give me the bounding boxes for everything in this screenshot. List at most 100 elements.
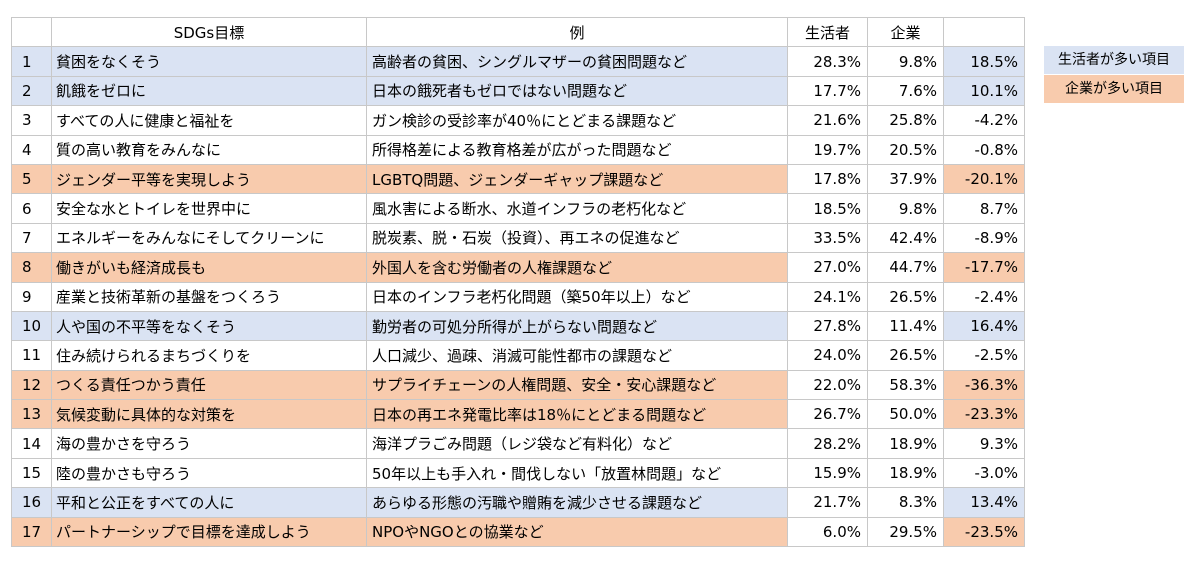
diff-cell: 13.4% xyxy=(943,487,1025,518)
example-cell: 50年以上も手入れ・間伐しない「放置林問題」など xyxy=(366,457,788,489)
example-cell: 脱炭素、脱・石炭（投資）、再エネの促進など xyxy=(366,222,788,254)
example-cell: 風水害による断水、水道インフラの老朽化など xyxy=(366,193,788,224)
consumer-cell: 17.8% xyxy=(787,163,868,195)
example-cell: 日本のインフラ老朽化問題（築50年以上）など xyxy=(366,281,788,312)
header-consumer: 生活者 xyxy=(787,16,868,48)
company-cell: 18.9% xyxy=(867,428,944,459)
consumer-cell: 28.3% xyxy=(787,46,868,77)
example-cell: 日本の餓死者もゼロではない問題など xyxy=(366,75,788,107)
row-number: 13 xyxy=(11,399,52,430)
goal-cell: 働きがいも経済成長も xyxy=(51,252,367,283)
table-row: 11 住み続けられるまちづくりを 人口減少、過疎、消滅可能性都市の課題など 24.0%… xyxy=(11,340,1025,371)
diff-cell: -23.5% xyxy=(943,516,1025,548)
example-cell: サプライチェーンの人権問題、安全・安心課題など xyxy=(366,369,788,401)
diff-cell: -4.2% xyxy=(943,105,1025,136)
table-row: 12 つくる責任つかう責任 サプライチェーンの人権問題、安全・安心課題など 22.0%… xyxy=(11,369,1025,401)
diff-cell: -23.3% xyxy=(943,399,1025,430)
consumer-cell: 33.5% xyxy=(787,222,868,254)
goal-cell: すべての人に健康と福祉を xyxy=(51,105,367,136)
row-number: 3 xyxy=(11,105,52,136)
row-number: 14 xyxy=(11,428,52,459)
row-number: 6 xyxy=(11,193,52,224)
row-number: 2 xyxy=(11,75,52,107)
table-row: 9 産業と技術革新の基盤をつくろう 日本のインフラ老朽化問題（築50年以上）など 24… xyxy=(11,281,1025,312)
table-row: 13 気候変動に具体的な対策を 日本の再エネ発電比率は18％にとどまる問題など 26.… xyxy=(11,399,1025,430)
table-row: 8 働きがいも経済成長も 外国人を含む労働者の人権課題など 27.0% 44.7% -17… xyxy=(11,252,1025,283)
goal-cell: 安全な水とトイレを世界中に xyxy=(51,193,367,224)
diff-cell: -2.4% xyxy=(943,281,1025,312)
company-cell: 42.4% xyxy=(867,222,944,254)
row-number: 12 xyxy=(11,369,52,401)
consumer-cell: 6.0% xyxy=(787,516,868,548)
legend-company-more: 企業が多い項目 xyxy=(1044,75,1184,103)
header-example: 例 xyxy=(366,16,788,48)
row-number: 10 xyxy=(11,310,52,342)
diff-cell: -17.7% xyxy=(943,252,1025,283)
diff-cell: -0.8% xyxy=(943,134,1025,165)
row-number: 15 xyxy=(11,457,52,489)
table-row: 10 人や国の不平等をなくそう 勤労者の可処分所得が上がらない問題など 27.8% 11… xyxy=(11,310,1025,342)
company-cell: 25.8% xyxy=(867,105,944,136)
header-diff xyxy=(943,16,1025,48)
goal-cell: 人や国の不平等をなくそう xyxy=(51,310,367,342)
goal-cell: 気候変動に具体的な対策を xyxy=(51,399,367,430)
company-cell: 11.4% xyxy=(867,310,944,342)
goal-cell: 住み続けられるまちづくりを xyxy=(51,340,367,371)
diff-cell: 16.4% xyxy=(943,310,1025,342)
example-cell: 人口減少、過疎、消滅可能性都市の課題など xyxy=(366,340,788,371)
header-row: SDGs目標 例 生活者 企業 xyxy=(11,16,1025,48)
example-cell: NPOやNGOとの協業など xyxy=(366,516,788,548)
table-row: 14 海の豊かさを守ろう 海洋プラごみ問題（レジ袋など有料化）など 28.2% 18.9… xyxy=(11,428,1025,459)
consumer-cell: 27.0% xyxy=(787,252,868,283)
diff-cell: -2.5% xyxy=(943,340,1025,371)
consumer-cell: 26.7% xyxy=(787,399,868,430)
example-cell: 海洋プラごみ問題（レジ袋など有料化）など xyxy=(366,428,788,459)
sdgs-table: SDGs目標 例 生活者 企業 1 貧困をなくそう 高齢者の貧困、シングルマザーの貧… xyxy=(11,16,1025,548)
table-body: 1 貧困をなくそう 高齢者の貧困、シングルマザーの貧困問題など 28.3% 9.8% 18… xyxy=(11,46,1025,548)
row-number: 5 xyxy=(11,163,52,195)
goal-cell: 産業と技術革新の基盤をつくろう xyxy=(51,281,367,312)
company-cell: 58.3% xyxy=(867,369,944,401)
row-number: 1 xyxy=(11,46,52,77)
example-cell: LGBTQ問題、ジェンダーギャップ課題など xyxy=(366,163,788,195)
company-cell: 50.0% xyxy=(867,399,944,430)
goal-cell: ジェンダー平等を実現しよう xyxy=(51,163,367,195)
table-row: 7 エネルギーをみんなにそしてクリーンに 脱炭素、脱・石炭（投資）、再エネの促進など… xyxy=(11,222,1025,254)
company-cell: 26.5% xyxy=(867,340,944,371)
consumer-cell: 22.0% xyxy=(787,369,868,401)
company-cell: 37.9% xyxy=(867,163,944,195)
example-cell: 外国人を含む労働者の人権課題など xyxy=(366,252,788,283)
goal-cell: つくる責任つかう責任 xyxy=(51,369,367,401)
example-cell: ガン検診の受診率が40％にとどまる課題など xyxy=(366,105,788,136)
goal-cell: 貧困をなくそう xyxy=(51,46,367,77)
consumer-cell: 18.5% xyxy=(787,193,868,224)
consumer-cell: 21.7% xyxy=(787,487,868,518)
diff-cell: 18.5% xyxy=(943,46,1025,77)
row-number: 11 xyxy=(11,340,52,371)
row-number: 4 xyxy=(11,134,52,165)
consumer-cell: 27.8% xyxy=(787,310,868,342)
table-row: 1 貧困をなくそう 高齢者の貧困、シングルマザーの貧困問題など 28.3% 9.8% 18… xyxy=(11,46,1025,77)
company-cell: 26.5% xyxy=(867,281,944,312)
company-cell: 44.7% xyxy=(867,252,944,283)
goal-cell: 平和と公正をすべての人に xyxy=(51,487,367,518)
goal-cell: エネルギーをみんなにそしてクリーンに xyxy=(51,222,367,254)
table-row: 17 パートナーシップで目標を達成しよう NPOやNGOとの協業など 6.0% 29.5… xyxy=(11,516,1025,548)
consumer-cell: 19.7% xyxy=(787,134,868,165)
goal-cell: 飢餓をゼロに xyxy=(51,75,367,107)
consumer-cell: 17.7% xyxy=(787,75,868,107)
diff-cell: -20.1% xyxy=(943,163,1025,195)
company-cell: 9.8% xyxy=(867,46,944,77)
row-number: 16 xyxy=(11,487,52,518)
legend-consumer-more: 生活者が多い項目 xyxy=(1044,46,1184,74)
diff-cell: -3.0% xyxy=(943,457,1025,489)
diff-cell: 8.7% xyxy=(943,193,1025,224)
goal-cell: 海の豊かさを守ろう xyxy=(51,428,367,459)
goal-cell: 質の高い教育をみんなに xyxy=(51,134,367,165)
goal-cell: パートナーシップで目標を達成しよう xyxy=(51,516,367,548)
table-row: 6 安全な水とトイレを世界中に 風水害による断水、水道インフラの老朽化など 18.5%… xyxy=(11,193,1025,224)
table-row: 3 すべての人に健康と福祉を ガン検診の受診率が40％にとどまる課題など 21.6% 2… xyxy=(11,105,1025,136)
row-number: 9 xyxy=(11,281,52,312)
example-cell: 勤労者の可処分所得が上がらない問題など xyxy=(366,310,788,342)
example-cell: 高齢者の貧困、シングルマザーの貧困問題など xyxy=(366,46,788,77)
